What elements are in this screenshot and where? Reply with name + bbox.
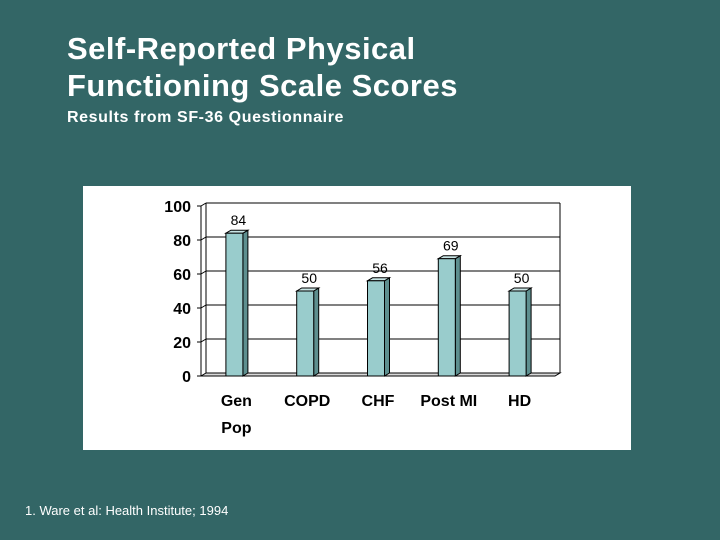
bar-side [525,287,532,377]
x-tick-label: Gen [221,393,252,410]
bar-side [242,229,249,377]
data-label: 56 [372,260,388,276]
gridline-side [200,338,207,343]
gridline-side [200,202,207,207]
gridline-side [200,270,207,275]
y-tick-label: 0 [182,369,191,386]
gridline-side [200,236,207,241]
data-label: 50 [301,270,317,286]
bar-side [313,287,320,377]
gridline-side [200,304,207,309]
y-tick-label: 60 [173,267,191,284]
bar-side [454,254,461,377]
x-tick-label: Pop [221,420,251,437]
bar [508,290,527,377]
x-tick-label: COPD [284,393,330,410]
bar-side [384,276,390,377]
y-tick-label: 100 [164,199,191,216]
x-tick-label: HD [508,393,531,410]
bar [367,280,385,377]
chart-panel: 0 20 40 60 80 100 84 Gen Pop 50 COPD 56 CHF 69 Post MI… [83,186,631,450]
y-tick-label: 80 [173,233,191,250]
source-footnote: 1. Ware et al: Health Institute; 1994 [25,503,229,518]
y-tick-label: 40 [173,301,191,318]
bar [225,232,244,377]
x-tick-label: CHF [362,393,395,410]
slide-title: Self-Reported Physical Functioning Scale… [67,30,458,104]
slide-title-line-1: Self-Reported Physical [67,31,416,66]
data-label: 69 [443,238,459,254]
data-label: 50 [514,270,530,286]
bar [296,290,315,377]
x-tick-label: Post MI [420,393,477,410]
bar-chart: 0 20 40 60 80 100 84 Gen Pop 50 COPD 56 CHF 69 Post MI… [164,199,562,437]
y-tick-label: 20 [173,335,191,352]
slide-title-line-2: Functioning Scale Scores [67,68,458,103]
slide-subtitle: Results from SF-36 Questionnaire [67,109,345,126]
data-label: 84 [231,212,247,228]
bar [437,258,456,377]
